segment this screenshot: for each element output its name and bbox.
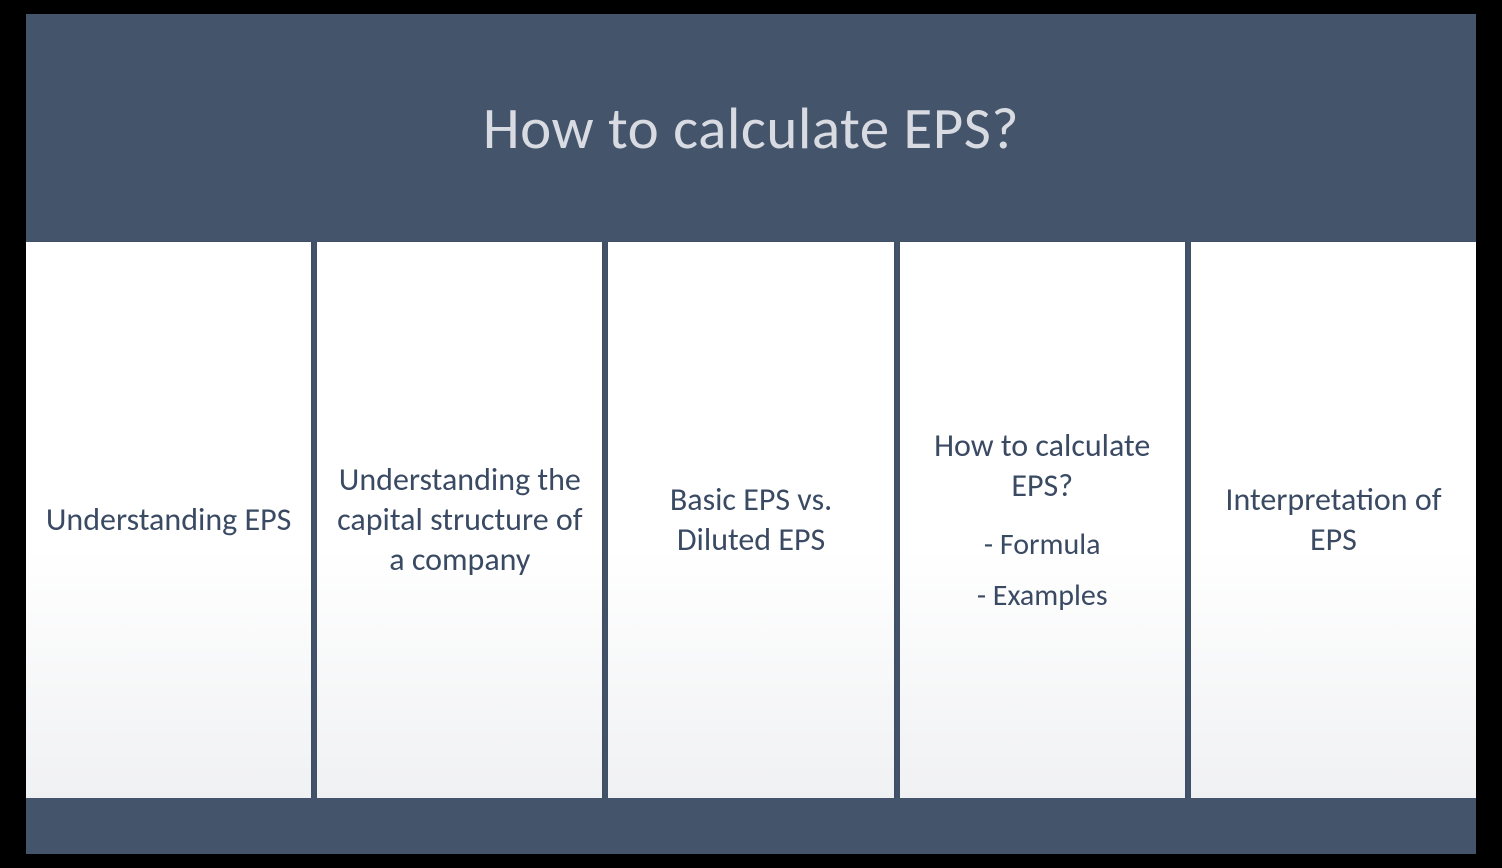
column-main-text: Understanding the capital structure of a… — [335, 460, 584, 580]
slide-title: How to calculate EPS? — [483, 92, 1019, 164]
column-sub-item: - Formula — [977, 526, 1108, 564]
slide-frame: How to calculate EPS? Understanding EPS … — [26, 14, 1476, 854]
slide-header: How to calculate EPS? — [26, 14, 1476, 242]
columns-row: Understanding EPS Understanding the capi… — [26, 242, 1476, 798]
column-main-text: How to calculate EPS? — [918, 426, 1167, 506]
column-4: How to calculate EPS? - Formula - Exampl… — [900, 242, 1185, 798]
column-main-text: Basic EPS vs. Diluted EPS — [626, 480, 875, 560]
column-2: Understanding the capital structure of a… — [317, 242, 602, 798]
column-sub-item: - Examples — [977, 577, 1108, 615]
column-3: Basic EPS vs. Diluted EPS — [608, 242, 893, 798]
column-5: Interpretation of EPS — [1191, 242, 1476, 798]
column-main-text: Interpretation of EPS — [1209, 480, 1458, 560]
column-1: Understanding EPS — [26, 242, 311, 798]
column-sub-list: - Formula - Examples — [977, 526, 1108, 615]
column-main-text: Understanding EPS — [46, 500, 291, 540]
slide-footer — [26, 798, 1476, 854]
